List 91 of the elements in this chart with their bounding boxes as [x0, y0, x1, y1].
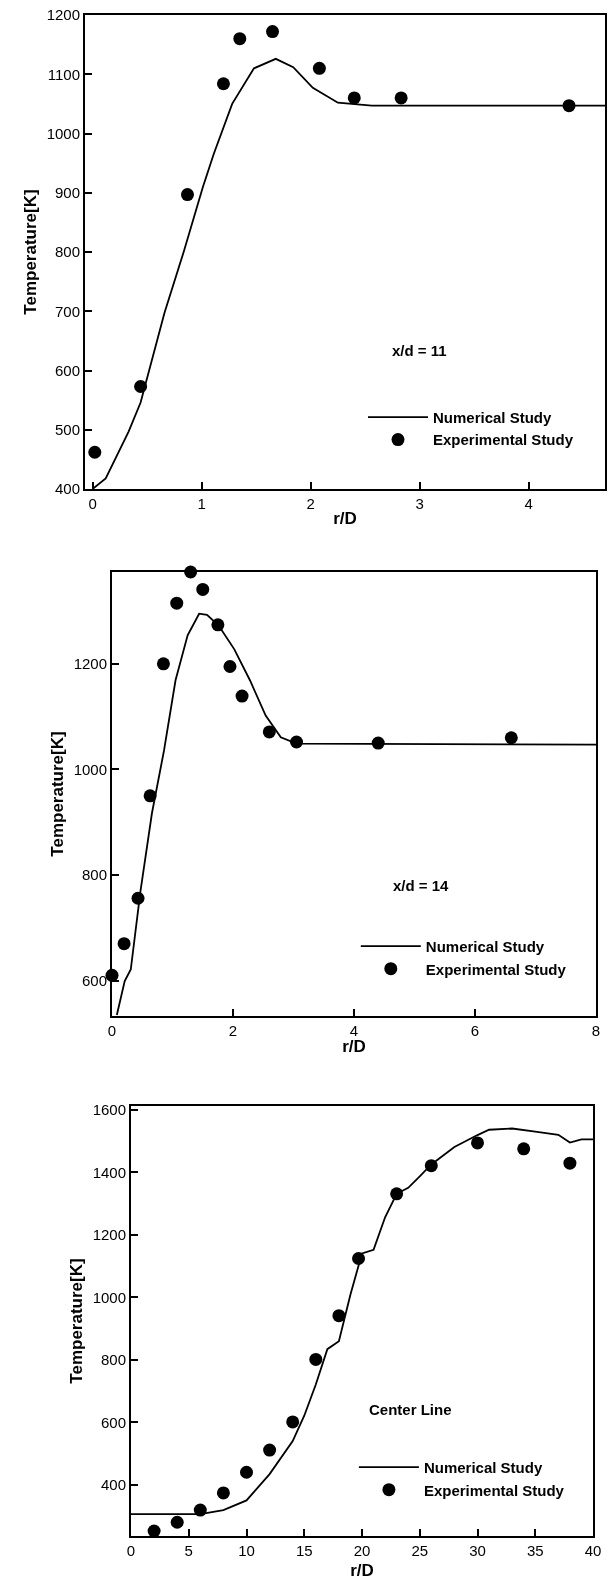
point: [562, 99, 576, 113]
point: [117, 937, 131, 951]
x-tick-label: 0: [107, 1022, 117, 1039]
y-tick-label: 1600: [92, 1101, 126, 1118]
annotation: x/d = 11: [392, 342, 447, 359]
y-tick-label: 1000: [73, 760, 107, 778]
annotation: x/d = 14: [393, 877, 450, 894]
x-tick-label: 0: [126, 1542, 136, 1559]
x-tick-label: 2: [228, 1022, 238, 1039]
point: [156, 657, 170, 671]
x-axis-title: r/D: [342, 1037, 366, 1056]
legend-label: Numerical Study: [423, 1459, 543, 1476]
point: [347, 91, 361, 105]
x-axis-title: r/D: [350, 1560, 374, 1580]
y-tick-label: 800: [100, 1351, 126, 1368]
y-tick-label: 1100: [47, 65, 80, 83]
x-tick-label: 8: [591, 1022, 601, 1039]
x-tick-label: 25: [411, 1542, 429, 1559]
point: [170, 1515, 184, 1529]
y-tick-label: 1000: [46, 124, 80, 142]
point: [216, 1486, 230, 1500]
x-tick-label: 35: [526, 1542, 544, 1559]
y-tick-label: 600: [81, 971, 107, 989]
point: [424, 1159, 438, 1173]
point: [180, 188, 194, 202]
x-tick-label: 5: [184, 1542, 193, 1559]
x-tick-label: 20: [353, 1542, 371, 1559]
point: [290, 735, 304, 749]
y-tick-label: 1000: [92, 1288, 126, 1306]
x-tick-label: 2: [306, 495, 315, 512]
point: [223, 660, 237, 673]
point: [309, 1352, 323, 1366]
point: [471, 1136, 484, 1150]
y-tick-label: 400: [100, 1476, 126, 1493]
point: [332, 1309, 346, 1323]
point: [394, 91, 408, 105]
legend-label: Numerical Study: [425, 938, 545, 956]
x-tick-label: 10: [238, 1542, 255, 1559]
point: [266, 25, 280, 39]
point: [88, 445, 102, 459]
point: [216, 77, 230, 91]
point: [371, 736, 385, 750]
y-tick-label: 900: [54, 184, 80, 201]
legend-label: Experimental Study: [425, 960, 567, 978]
x-tick-label: 30: [469, 1542, 486, 1559]
y-tick-label: 600: [54, 361, 80, 379]
legend-label: Numerical Study: [433, 408, 553, 426]
point: [193, 1503, 207, 1517]
point: [312, 61, 326, 75]
y-axis-title: Temperature[K]: [66, 1258, 86, 1384]
legend-label: Experimental Study: [433, 431, 574, 449]
y-tick-label: 500: [54, 421, 80, 438]
point: [517, 1142, 531, 1156]
point: [240, 1465, 253, 1479]
y-axis-title: Temperature[K]: [20, 189, 40, 315]
point: [134, 380, 148, 393]
x-tick-label: 4: [349, 1022, 359, 1039]
y-tick-label: 1200: [46, 6, 80, 24]
y-tick-label: 400: [54, 480, 80, 498]
point: [286, 1415, 300, 1429]
point: [143, 789, 157, 803]
point: [196, 582, 210, 596]
y-tick-label: 800: [81, 866, 107, 884]
y-tick-label: 1400: [92, 1163, 126, 1181]
annotation: Center Line: [369, 1401, 452, 1418]
x-tick-label: 15: [295, 1542, 313, 1559]
x-tick-label: 40: [584, 1542, 602, 1559]
point: [211, 618, 225, 632]
point: [131, 891, 145, 905]
y-tick-label: 600: [100, 1413, 126, 1431]
point: [390, 1187, 404, 1201]
point: [352, 1252, 366, 1265]
point: [262, 725, 276, 739]
point: [563, 1156, 577, 1170]
point: [235, 689, 249, 703]
x-tick-label: 4: [524, 495, 533, 512]
x-tick-label: 6: [470, 1022, 480, 1039]
y-tick-label: 700: [54, 302, 80, 320]
x-tick-label: 1: [197, 495, 206, 512]
y-tick-label: 1200: [92, 1226, 126, 1243]
x-tick-label: 3: [415, 495, 424, 512]
x-axis-title: r/D: [333, 509, 357, 528]
y-tick-label: 1200: [73, 655, 107, 673]
y-tick-label: 800: [54, 243, 80, 261]
point: [233, 32, 247, 46]
x-tick-label: 0: [88, 495, 97, 512]
point: [263, 1443, 277, 1457]
point: [170, 596, 184, 610]
point: [504, 731, 518, 745]
legend-label: Experimental Study: [423, 1481, 565, 1499]
y-axis-title: Temperature[K]: [47, 731, 67, 857]
